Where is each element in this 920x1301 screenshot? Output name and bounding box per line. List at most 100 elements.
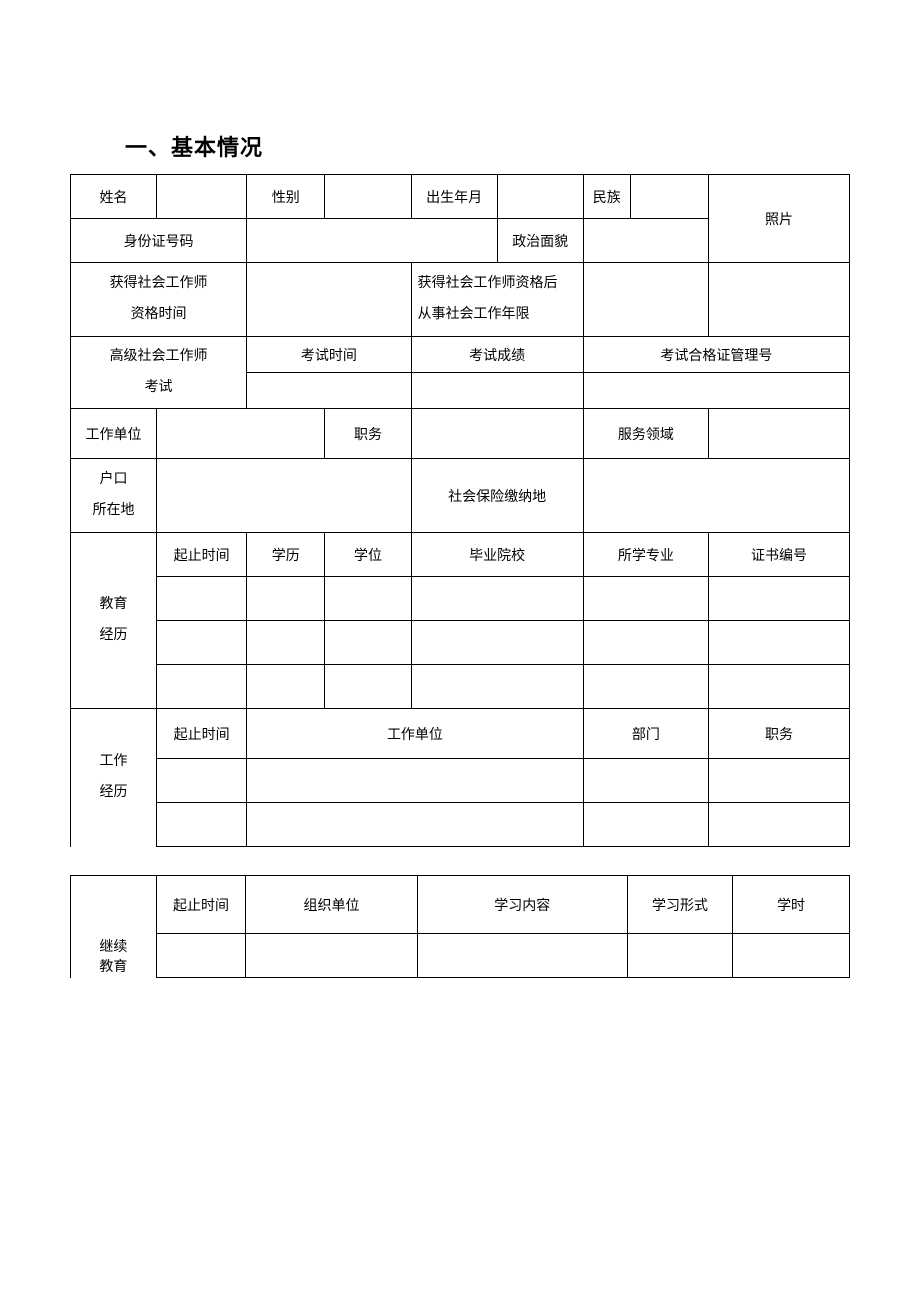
sw-after-l2: 从事社会工作年限 bbox=[418, 307, 530, 322]
label-ce-period: 起止时间 bbox=[156, 876, 246, 934]
sw-cert-time-l1: 获得社会工作师 bbox=[110, 276, 208, 291]
edu-l2: 经历 bbox=[100, 628, 128, 643]
work-r2-dept bbox=[583, 803, 708, 847]
value-ethnic bbox=[630, 175, 708, 219]
sw-after-l1: 获得社会工作师资格后 bbox=[418, 276, 558, 291]
value-work-unit bbox=[157, 409, 325, 459]
edu-l1: 教育 bbox=[100, 597, 128, 612]
label-hours: 学时 bbox=[733, 876, 850, 934]
ce-r1-organizer bbox=[246, 934, 417, 978]
edu-r1-education bbox=[247, 577, 325, 621]
work-l2: 经历 bbox=[100, 785, 128, 800]
senior-sw-l2: 考试 bbox=[145, 380, 173, 395]
label-exam-cert-no: 考试合格证管理号 bbox=[583, 337, 849, 373]
label-degree: 学位 bbox=[325, 533, 411, 577]
label-study-form: 学习形式 bbox=[627, 876, 732, 934]
cont-edu-l2: 教育 bbox=[99, 960, 127, 975]
value-name bbox=[157, 175, 247, 219]
work-r1-unit bbox=[247, 759, 584, 803]
value-exam-time bbox=[247, 373, 411, 409]
hukou-l1: 户口 bbox=[100, 472, 128, 487]
label-gender: 性别 bbox=[247, 175, 325, 219]
edu-r2-major bbox=[583, 621, 708, 665]
edu-r2-school bbox=[411, 621, 583, 665]
value-id-number bbox=[247, 219, 498, 263]
edu-r1-cert bbox=[709, 577, 850, 621]
label-political: 政治面貌 bbox=[497, 219, 583, 263]
label-work-unit-col: 工作单位 bbox=[247, 709, 584, 759]
section-title: 一、基本情况 bbox=[125, 130, 850, 162]
label-position: 职务 bbox=[325, 409, 411, 459]
label-school: 毕业院校 bbox=[411, 533, 583, 577]
value-sw-after bbox=[583, 263, 708, 337]
work-r1-dept bbox=[583, 759, 708, 803]
label-study-content: 学习内容 bbox=[417, 876, 627, 934]
work-r2-pos bbox=[709, 803, 850, 847]
label-photo: 照片 bbox=[709, 175, 850, 263]
value-exam-score bbox=[411, 373, 583, 409]
label-id-number: 身份证号码 bbox=[71, 219, 247, 263]
value-social-insurance bbox=[583, 459, 849, 533]
label-department: 部门 bbox=[583, 709, 708, 759]
value-service-area bbox=[709, 409, 850, 459]
edu-r1-period bbox=[157, 577, 247, 621]
value-sw-cert-time bbox=[247, 263, 411, 337]
value-birth bbox=[497, 175, 583, 219]
label-organizer: 组织单位 bbox=[246, 876, 417, 934]
basic-info-table: 姓名 性别 出生年月 民族 照片 身份证号码 政治面貌 获得社会工作师 资格时间… bbox=[70, 174, 850, 847]
label-sw-after: 获得社会工作师资格后 从事社会工作年限 bbox=[411, 263, 583, 337]
edu-r3-school bbox=[411, 665, 583, 709]
edu-r2-period bbox=[157, 621, 247, 665]
edu-r3-cert bbox=[709, 665, 850, 709]
edu-r3-degree bbox=[325, 665, 411, 709]
label-exam-time: 考试时间 bbox=[247, 337, 411, 373]
edu-r3-major bbox=[583, 665, 708, 709]
label-exam-score: 考试成绩 bbox=[411, 337, 583, 373]
ce-r1-form bbox=[627, 934, 732, 978]
value-political bbox=[583, 219, 708, 263]
photo-ext bbox=[709, 263, 850, 337]
label-major: 所学专业 bbox=[583, 533, 708, 577]
label-sw-cert-time: 获得社会工作师 资格时间 bbox=[71, 263, 247, 337]
work-r1-pos bbox=[709, 759, 850, 803]
edu-r2-cert bbox=[709, 621, 850, 665]
ce-r1-content bbox=[417, 934, 627, 978]
value-exam-cert-no bbox=[583, 373, 849, 409]
label-work: 工作 经历 bbox=[71, 709, 157, 847]
label-work-unit: 工作单位 bbox=[71, 409, 157, 459]
work-r1-period bbox=[157, 759, 247, 803]
ce-r1-hours bbox=[733, 934, 850, 978]
label-social-insurance: 社会保险缴纳地 bbox=[411, 459, 583, 533]
edu-r2-education bbox=[247, 621, 325, 665]
label-cert-no: 证书编号 bbox=[709, 533, 850, 577]
edu-r1-major bbox=[583, 577, 708, 621]
work-r2-unit bbox=[247, 803, 584, 847]
hukou-l2: 所在地 bbox=[93, 503, 135, 518]
label-service-area: 服务领域 bbox=[583, 409, 708, 459]
cont-edu-table: 继续 教育 起止时间 组织单位 学习内容 学习形式 学时 bbox=[70, 875, 850, 978]
sw-cert-time-l2: 资格时间 bbox=[131, 307, 187, 322]
label-cont-edu: 继续 教育 bbox=[71, 876, 157, 978]
work-l1: 工作 bbox=[100, 754, 128, 769]
label-ethnic: 民族 bbox=[583, 175, 630, 219]
label-senior-sw: 高级社会工作师 考试 bbox=[71, 337, 247, 409]
label-hukou: 户口 所在地 bbox=[71, 459, 157, 533]
label-position-col: 职务 bbox=[709, 709, 850, 759]
cont-edu-l1: 继续 bbox=[99, 940, 127, 955]
label-work-period: 起止时间 bbox=[157, 709, 247, 759]
value-gender bbox=[325, 175, 411, 219]
label-edu: 教育 经历 bbox=[71, 533, 157, 709]
value-hukou bbox=[157, 459, 411, 533]
work-r2-period bbox=[157, 803, 247, 847]
edu-r3-education bbox=[247, 665, 325, 709]
value-position bbox=[411, 409, 583, 459]
edu-r1-degree bbox=[325, 577, 411, 621]
edu-r1-school bbox=[411, 577, 583, 621]
ce-r1-period bbox=[156, 934, 246, 978]
senior-sw-l1: 高级社会工作师 bbox=[110, 349, 208, 364]
label-name: 姓名 bbox=[71, 175, 157, 219]
edu-r3-period bbox=[157, 665, 247, 709]
label-education: 学历 bbox=[247, 533, 325, 577]
label-birth: 出生年月 bbox=[411, 175, 497, 219]
edu-r2-degree bbox=[325, 621, 411, 665]
